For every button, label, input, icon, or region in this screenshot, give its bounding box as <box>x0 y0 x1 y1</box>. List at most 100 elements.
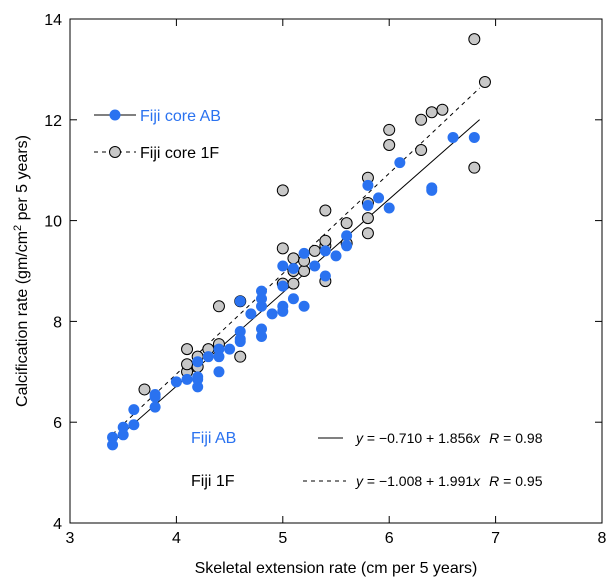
data-point-ab <box>192 381 204 393</box>
data-point-ab <box>256 285 268 297</box>
data-point-ab <box>277 280 289 292</box>
data-point-ab <box>107 439 119 451</box>
data-point-ab <box>234 325 246 337</box>
y-tick-label: 6 <box>53 415 62 432</box>
data-point-1f <box>181 343 194 356</box>
data-point-ab <box>256 300 268 312</box>
data-point-ab <box>266 308 278 320</box>
data-point-1f <box>287 252 300 265</box>
data-point-1f <box>383 123 396 136</box>
data-point-ab <box>234 333 246 345</box>
data-point-ab <box>149 388 161 400</box>
data-point-1f <box>319 234 332 247</box>
data-point-ab <box>192 356 204 368</box>
data-point-1f <box>478 76 491 88</box>
data-point-ab <box>298 247 310 259</box>
data-point-ab <box>149 401 161 413</box>
data-point-ab <box>117 429 129 441</box>
data-point-ab <box>341 230 353 242</box>
data-point-1f <box>276 242 289 255</box>
data-point-1f <box>319 204 332 217</box>
data-point-1f <box>415 113 428 126</box>
eq-ab-r: R <box>489 430 499 446</box>
data-point-ab <box>107 431 119 443</box>
y-tick-label: 4 <box>53 516 62 533</box>
data-point-ab <box>256 293 268 305</box>
data-point-ab <box>447 131 459 143</box>
data-point-ab <box>341 240 353 252</box>
data-point-ab <box>213 343 225 355</box>
data-point-ab <box>117 421 129 433</box>
data-point-ab <box>319 245 331 257</box>
legend-1f-label: Fiji core 1F <box>140 145 219 162</box>
data-point-1f <box>383 139 396 151</box>
data-point-1f <box>436 103 449 116</box>
y-tick-label: 12 <box>44 113 62 130</box>
legend-1f-marker <box>109 146 121 158</box>
data-point-ab <box>287 262 299 274</box>
y-axis-title-end: per 5 years) <box>14 135 31 225</box>
annotation-1f-label: Fiji 1F <box>191 473 235 490</box>
x-tick-label: 3 <box>66 530 75 547</box>
data-point-ab <box>213 351 225 363</box>
x-tick-label: 8 <box>598 530 607 547</box>
eq-1f-body: = −1.008 + 1.991 <box>363 473 473 489</box>
data-point-ab <box>362 179 374 191</box>
eq-1f-x: x <box>472 473 481 489</box>
data-point-ab <box>202 351 214 363</box>
data-point-1f <box>276 184 289 197</box>
data-point-ab <box>309 260 321 272</box>
eq-ab-rval: = 0.98 <box>499 430 542 446</box>
y-tick-label: 8 <box>53 314 62 331</box>
annotation-ab-equation: y = −0.710 + 1.856x R = 0.98 <box>355 430 543 446</box>
eq-1f-rval: = 0.95 <box>499 473 542 489</box>
annotation-1f-equation: y = −1.008 + 1.991x R = 0.95 <box>355 473 543 489</box>
series-fiji-core-1f <box>138 33 491 396</box>
fit-annotations: Fiji AB y = −0.710 + 1.856x R = 0.98 Fiji… <box>191 430 543 490</box>
y-axis-title-main: Calcification rate (gm/cm <box>14 231 31 407</box>
data-point-1f <box>468 33 481 46</box>
data-point-1f <box>234 350 247 363</box>
plot-frame <box>69 18 603 524</box>
data-point-ab <box>256 323 268 335</box>
data-point-1f <box>340 217 353 230</box>
legend-ab-label: Fiji core AB <box>140 108 221 125</box>
y-axis-title: Calcification rate (gm/cm2 per 5 years) <box>12 135 31 407</box>
eq-ab-body: = −0.710 + 1.856 <box>363 430 473 446</box>
data-point-1f <box>308 244 321 257</box>
data-point-ab <box>468 131 480 143</box>
data-point-ab <box>170 376 182 388</box>
eq-ab-x: x <box>472 430 481 446</box>
data-point-1f <box>468 161 481 174</box>
data-point-1f <box>361 227 374 240</box>
data-point-1f <box>181 358 194 371</box>
x-tick-label: 5 <box>278 530 287 547</box>
data-point-ab <box>362 199 374 211</box>
eq-1f-r: R <box>489 473 499 489</box>
series-fiji-core-ab <box>107 131 480 451</box>
legend: Fiji core AB Fiji core 1F <box>94 108 221 162</box>
data-point-ab <box>277 300 289 312</box>
data-point-ab <box>181 373 193 385</box>
data-point-ab <box>298 300 310 312</box>
data-point-ab <box>383 202 395 214</box>
data-point-1f <box>138 383 151 396</box>
annotation-ab-label: Fiji AB <box>191 430 236 447</box>
y-tick-label: 10 <box>44 214 62 231</box>
data-point-1f <box>287 277 300 290</box>
data-point-ab <box>192 371 204 383</box>
data-point-1f <box>361 212 374 225</box>
eq-ab-y: y <box>355 430 364 446</box>
y-tick-label: 14 <box>44 12 62 29</box>
data-point-ab <box>394 157 406 169</box>
data-point-ab <box>319 270 331 282</box>
data-point-ab <box>287 293 299 305</box>
data-point-ab <box>277 260 289 272</box>
data-point-ab <box>245 308 257 320</box>
x-tick-label: 6 <box>385 530 394 547</box>
x-axis-title: Skeletal extension rate (cm per 5 years) <box>195 560 478 577</box>
data-point-ab <box>128 404 140 416</box>
data-point-ab <box>224 343 236 355</box>
